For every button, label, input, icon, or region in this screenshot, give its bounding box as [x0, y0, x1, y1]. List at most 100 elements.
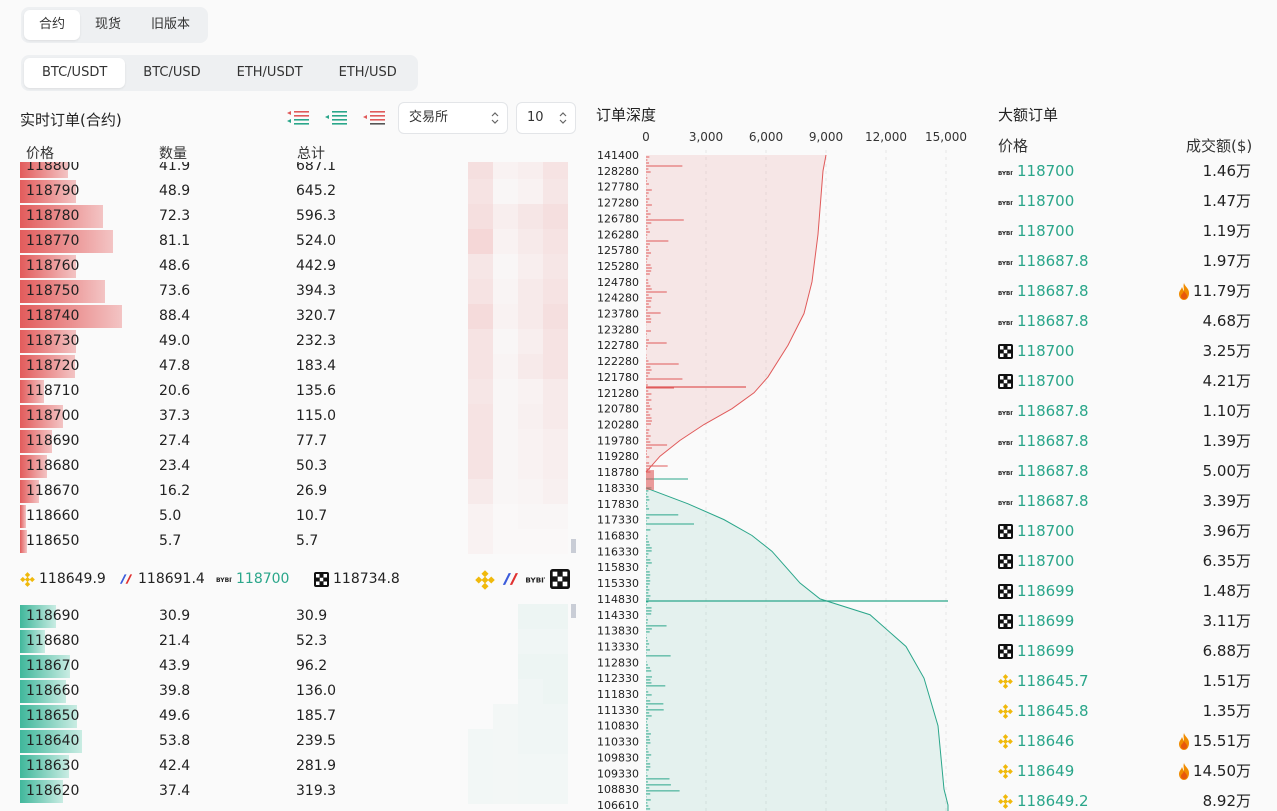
- bid-row[interactable]: 118680 21.4 52.3: [20, 629, 580, 654]
- depth-select[interactable]: 10: [516, 102, 576, 134]
- heatmap-cell: [518, 229, 543, 254]
- whale-order-row[interactable]: 118645.7 1.51万: [998, 666, 1253, 696]
- ask-row[interactable]: 118770 81.1 524.0: [20, 229, 580, 254]
- whale-header-amount: 成交额($): [1186, 137, 1253, 155]
- bid-row[interactable]: 118660 39.8 136.0: [20, 679, 580, 704]
- bybit-icon: BYBIT: [998, 501, 1013, 507]
- whale-order-row[interactable]: BYBIT 118687.8 4.68万: [998, 306, 1253, 336]
- ask-row[interactable]: 118720 47.8 183.4: [20, 354, 580, 379]
- fire-icon: [1179, 282, 1190, 300]
- ask-row[interactable]: 118670 16.2 26.9: [20, 479, 580, 504]
- whale-order-row[interactable]: BYBIT 118687.8 3.39万: [998, 486, 1253, 516]
- whale-price: 118700: [1017, 192, 1075, 210]
- bids-scrollbar[interactable]: [571, 604, 576, 618]
- ask-row[interactable]: 118700 37.3 115.0: [20, 404, 580, 429]
- cell-total: 319.3: [296, 783, 337, 799]
- whale-order-row[interactable]: 118700 6.35万: [998, 546, 1253, 576]
- bids-viewport[interactable]: 118690 30.9 30.9 118680 21.4 52.3 118670 43.9 96…: [0, 604, 590, 811]
- y-tick-label: 109830: [597, 751, 639, 764]
- y-tick-label: 115830: [597, 561, 639, 574]
- depth-chart-title: 订单深度: [596, 106, 657, 124]
- bid-row[interactable]: 118620 37.4 319.3: [20, 779, 580, 804]
- tab-eth-usd[interactable]: ETH/USD: [338, 65, 397, 80]
- ask-row[interactable]: 118730 49.0 232.3: [20, 329, 580, 354]
- asks-viewport[interactable]: 118800 41.9 687.1 118790 48.9 645.2 118780 72.3…: [0, 162, 590, 554]
- ask-row[interactable]: 118750 73.6 394.3: [20, 279, 580, 304]
- whale-order-row[interactable]: 118699 6.88万: [998, 636, 1253, 666]
- whale-order-row[interactable]: 118649.2 8.92万: [998, 786, 1253, 811]
- exchange-select[interactable]: 交易所: [398, 102, 508, 134]
- heatmap-cell: [543, 429, 568, 454]
- whale-order-row[interactable]: BYBIT 118687.8 1.39万: [998, 426, 1253, 456]
- asks-scrollbar[interactable]: [571, 539, 576, 553]
- cell-price: 118690: [26, 433, 80, 449]
- tab-btc-usdt[interactable]: BTC/USDT: [24, 58, 126, 88]
- ask-row[interactable]: 118800 41.9 687.1: [20, 162, 580, 179]
- bid-row[interactable]: 118690 30.9 30.9: [20, 604, 580, 629]
- whale-order-row[interactable]: BYBIT 118687.8 1.10万: [998, 396, 1253, 426]
- heatmap-cell: [518, 454, 543, 479]
- ask-row[interactable]: 118780 72.3 596.3: [20, 204, 580, 229]
- whale-order-row[interactable]: 118646 15.51万: [998, 726, 1253, 756]
- ask-row[interactable]: 118740 88.4 320.7: [20, 304, 580, 329]
- whale-order-row[interactable]: BYBIT 118687.8 5.00万: [998, 456, 1253, 486]
- whale-amount: 1.39万: [1202, 432, 1251, 450]
- tab-btc-usd[interactable]: BTC/USD: [143, 65, 201, 80]
- cell-qty: 73.6: [159, 283, 191, 299]
- exchange-price-bitmex: 118691.4: [119, 567, 205, 591]
- whale-order-row[interactable]: 118649 14.50万: [998, 756, 1253, 786]
- whale-order-row[interactable]: 118699 3.11万: [998, 606, 1253, 636]
- whale-order-row[interactable]: 118645.8 1.35万: [998, 696, 1253, 726]
- tab-eth-usdt[interactable]: ETH/USDT: [236, 65, 303, 80]
- view-bids-icon[interactable]: [323, 108, 349, 128]
- bybit-icon: BYBIT: [998, 411, 1013, 417]
- tab-legacy[interactable]: 旧版本: [151, 17, 191, 32]
- bid-row[interactable]: 118640 53.8 239.5: [20, 729, 580, 754]
- ask-row[interactable]: 118760 48.6 442.9: [20, 254, 580, 279]
- y-tick-label: 141400: [597, 149, 639, 162]
- col-header-qty: 数量: [159, 146, 187, 162]
- whale-order-row[interactable]: 118699 1.48万: [998, 576, 1253, 606]
- okx-icon: [314, 571, 329, 587]
- ask-row[interactable]: 118790 48.9 645.2: [20, 179, 580, 204]
- view-both-icon[interactable]: [285, 108, 311, 128]
- tab-futures[interactable]: 合约: [24, 10, 81, 40]
- cell-price: 118660: [26, 683, 80, 699]
- bid-row[interactable]: 118650 49.6 185.7: [20, 704, 580, 729]
- y-tick-label: 121780: [597, 371, 639, 384]
- market-type-tabs: 合约 现货 旧版本: [21, 7, 209, 43]
- cell-price: 118640: [26, 733, 80, 749]
- orderbook-title: 实时订单(合约): [20, 111, 122, 129]
- whale-price: 118700: [1017, 162, 1075, 180]
- heatmap-cell: [518, 654, 543, 679]
- bid-row[interactable]: 118670 43.9 96.2: [20, 654, 580, 679]
- whale-order-row[interactable]: BYBIT 118687.8 1.97万: [998, 246, 1253, 276]
- whale-order-row[interactable]: 118700 3.96万: [998, 516, 1253, 546]
- okx-icon: [998, 644, 1013, 659]
- x-tick-label: 12,000: [865, 130, 907, 144]
- tab-spot[interactable]: 现货: [95, 17, 122, 32]
- ask-row[interactable]: 118650 5.7 5.7: [20, 529, 580, 554]
- cell-price: 118680: [26, 458, 80, 474]
- whale-order-row[interactable]: BYBIT 118700 1.19万: [998, 216, 1253, 246]
- whale-order-row[interactable]: BYBIT 118687.8 11.79万: [998, 276, 1253, 306]
- heatmap-cell: [468, 529, 493, 554]
- bid-row[interactable]: 118630 42.4 281.9: [20, 754, 580, 779]
- whale-order-row[interactable]: BYBIT 118700 1.47万: [998, 186, 1253, 216]
- whale-order-row[interactable]: 118700 4.21万: [998, 366, 1253, 396]
- ask-row[interactable]: 118690 27.4 77.7: [20, 429, 580, 454]
- svg-text:BYBIT: BYBIT: [998, 261, 1013, 267]
- qty-depth-bar: [20, 530, 27, 553]
- heatmap-cell: [543, 779, 568, 804]
- whale-amount-cell: 1.48万: [1203, 576, 1251, 606]
- ask-row[interactable]: 118710 20.6 135.6: [20, 379, 580, 404]
- whale-order-row[interactable]: BYBIT 118700 1.46万: [998, 156, 1253, 186]
- depth-chart[interactable]: 0 3,000 6,000 9,000 12,000 15,000 141400 128280…: [594, 128, 984, 811]
- bybit-icon: BYBIT: [998, 291, 1013, 297]
- y-tick-label: 113330: [597, 640, 639, 653]
- view-asks-icon[interactable]: [361, 108, 387, 128]
- ask-row[interactable]: 118680 23.4 50.3: [20, 454, 580, 479]
- whale-order-row[interactable]: 118700 3.25万: [998, 336, 1253, 366]
- ask-row[interactable]: 118660 5.0 10.7: [20, 504, 580, 529]
- svg-text:BYBIT: BYBIT: [998, 471, 1013, 477]
